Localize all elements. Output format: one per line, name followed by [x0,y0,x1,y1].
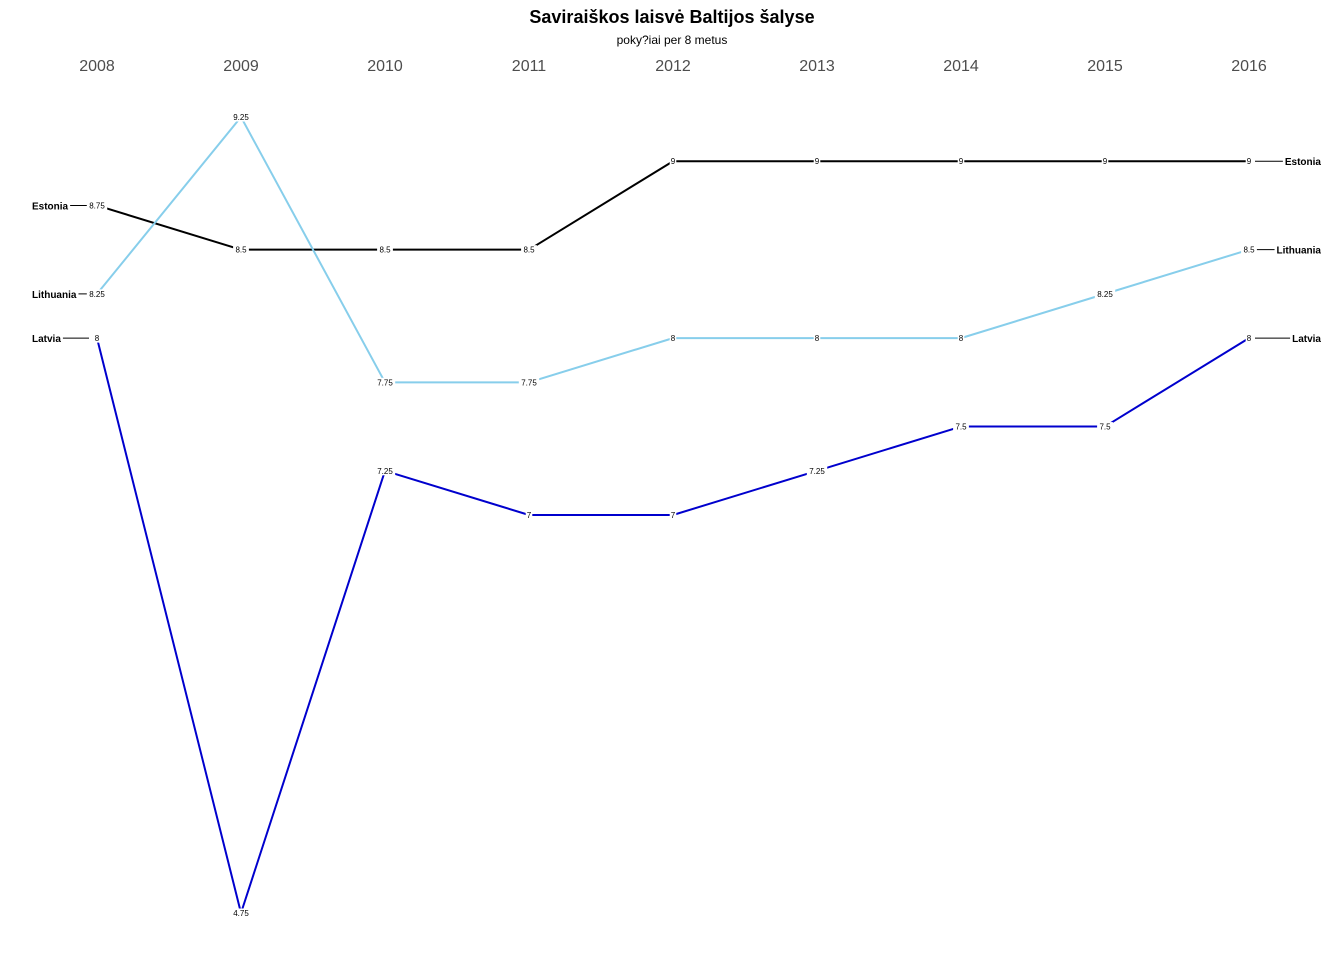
value-label-bg-latvia-2010 [374,466,396,476]
value-label-lithuania-2010: 7.75 [377,378,393,387]
value-label-bg-lithuania-2009 [230,112,252,122]
value-label-bg-latvia-2011 [525,510,533,520]
value-label-bg-estonia-2010 [377,245,393,255]
chart-title: Saviraiškos laisvė Baltijos šalyse [529,7,814,27]
value-label-bg-lithuania-2016 [1241,245,1257,255]
value-label-bg-latvia-2014 [953,422,969,432]
value-label-bg-estonia-2011 [521,245,537,255]
value-label-bg-lithuania-2010 [374,377,396,387]
value-label-bg-lithuania-2011 [518,377,540,387]
value-label-bg-estonia-2013 [813,156,821,166]
value-label-lithuania-2012: 8 [671,334,676,343]
year-axis: 2008 2009 2010 2011 2012 2013 2014 2015 2016 [79,58,1267,75]
country-label-left-estonia: Estonia [32,201,69,212]
value-label-estonia-2013: 9 [815,157,820,166]
country-label-left-latvia: Latvia [32,334,61,345]
value-label-bg-latvia-2015 [1097,422,1113,432]
value-label-estonia-2014: 9 [959,157,964,166]
value-label-lithuania-2011: 7.75 [521,378,537,387]
value-label-bg-latvia-2016 [1245,333,1253,343]
value-label-bg-latvia-2012 [669,510,677,520]
value-label-estonia-2016: 9 [1247,157,1252,166]
series-line-latvia [96,337,1250,914]
value-label-latvia-2010: 7.25 [377,467,393,476]
value-label-bg-lithuania-2014 [957,333,965,343]
value-label-lithuania-2009: 9.25 [233,113,249,122]
value-label-lithuania-2014: 8 [959,334,964,343]
value-label-latvia-2015: 7.5 [1099,423,1111,432]
value-label-latvia-2008: 8 [95,334,100,343]
value-label-latvia-2014: 7.5 [955,423,967,432]
year-label-2013: 2013 [799,58,835,75]
value-label-lithuania-2008: 8.25 [89,290,105,299]
country-label-right-estonia: Estonia [1285,157,1322,168]
value-label-latvia-2009: 4.75 [233,909,249,918]
value-label-bg-estonia-2014 [957,156,965,166]
series-line-estonia [96,160,1249,251]
value-label-bg-lithuania-2013 [813,333,821,343]
value-label-lithuania-2013: 8 [815,334,820,343]
value-label-estonia-2012: 9 [671,157,676,166]
value-label-estonia-2011: 8.5 [523,246,535,255]
value-label-bg-lithuania-2012 [669,333,677,343]
value-label-latvia-2013: 7.25 [809,467,825,476]
value-label-bg-estonia-2012 [669,156,677,166]
value-label-estonia-2010: 8.5 [379,246,391,255]
country-label-right-lithuania: Lithuania [1277,246,1322,257]
value-label-bg-lithuania-2015 [1094,289,1116,299]
year-label-2016: 2016 [1231,58,1267,75]
value-label-lithuania-2016: 8.5 [1243,246,1255,255]
value-label-lithuania-2015: 8.25 [1097,290,1113,299]
year-label-2009: 2009 [223,58,259,75]
year-label-2015: 2015 [1087,58,1123,75]
year-label-2012: 2012 [655,58,691,75]
value-label-estonia-2008: 8.75 [89,201,105,210]
year-label-2008: 2008 [79,58,115,75]
value-label-bg-latvia-2013 [806,466,828,476]
year-label-2014: 2014 [943,58,979,75]
country-labels: Estonia Estonia Lithuania Lithuania Latvia La… [32,157,1321,345]
value-labels: 8.75 8.5 8.5 8.5 9 9 9 9 9 8.25 9.25 7.75 7.75 8 8 8 8.2… [86,112,1257,918]
value-label-estonia-2015: 9 [1103,157,1108,166]
country-label-left-lithuania: Lithuania [32,290,77,301]
value-label-latvia-2012: 7 [671,511,676,520]
value-label-bg-estonia-2015 [1101,156,1109,166]
value-label-bg-lithuania-2008 [86,289,108,299]
value-label-estonia-2009: 8.5 [235,246,247,255]
value-label-bg-latvia-2008 [93,333,101,343]
value-label-latvia-2016: 8 [1247,334,1252,343]
value-label-bg-estonia-2008 [86,200,108,210]
value-label-bg-estonia-2016 [1245,156,1253,166]
value-label-bg-latvia-2009 [230,908,252,918]
chart-subtitle: poky?iai per 8 metus [617,33,728,47]
value-label-latvia-2011: 7 [527,511,532,520]
value-label-bg-estonia-2009 [233,245,249,255]
country-label-right-latvia: Latvia [1292,334,1321,345]
year-label-2010: 2010 [367,58,403,75]
year-label-2011: 2011 [512,58,547,75]
